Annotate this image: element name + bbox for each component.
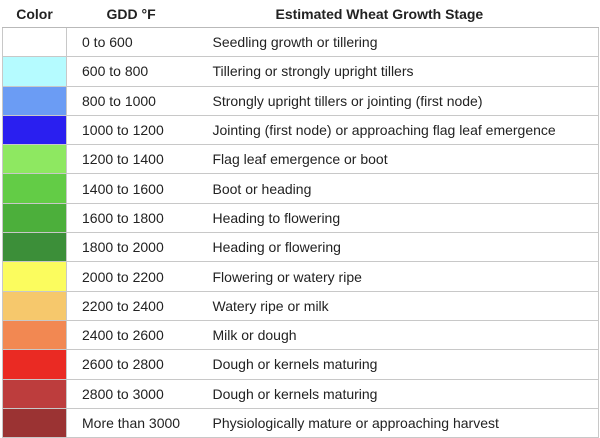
gdd-range-cell: 800 to 1000	[66, 86, 202, 116]
color-swatch	[2, 408, 67, 438]
color-swatch	[2, 232, 67, 263]
gdd-range-cell: 2400 to 2600	[66, 320, 202, 351]
growth-stage-cell: Flag leaf emergence or boot	[201, 144, 599, 175]
gdd-range-cell: 1400 to 1600	[66, 173, 202, 204]
table-row: 1000 to 1200 Jointing (first node) or app…	[2, 115, 599, 146]
gdd-range-cell: 1000 to 1200	[66, 115, 202, 146]
growth-stage-cell: Boot or heading	[201, 173, 599, 204]
table-row: 1200 to 1400 Flag leaf emergence or boot	[2, 144, 599, 175]
table-row: 2600 to 2800 Dough or kernels maturing	[2, 349, 599, 380]
header-stage: Estimated Wheat Growth Stage	[201, 0, 599, 28]
table-header: Color GDD °F Estimated Wheat Growth Stag…	[2, 0, 599, 28]
gdd-range-cell: More than 3000	[66, 408, 202, 438]
color-swatch	[2, 86, 67, 116]
color-swatch	[2, 349, 67, 380]
growth-stage-cell: Strongly upright tillers or jointing (fi…	[201, 86, 599, 116]
growth-stage-cell: Jointing (first node) or approaching fla…	[201, 115, 599, 146]
table-row: 1800 to 2000 Heading or flowering	[2, 232, 599, 263]
color-swatch	[2, 173, 67, 204]
growth-stage-cell: Dough or kernels maturing	[201, 349, 599, 380]
table-body: 0 to 600 Seedling growth or tillering 600 …	[2, 27, 599, 438]
table-row: 2200 to 2400 Watery ripe or milk	[2, 291, 599, 321]
color-swatch	[2, 261, 67, 292]
gdd-range-cell: 2200 to 2400	[66, 291, 202, 321]
growth-stage-cell: Watery ripe or milk	[201, 291, 599, 321]
table-row: 600 to 800 Tillering or strongly upright …	[2, 56, 599, 87]
growth-stage-cell: Dough or kernels maturing	[201, 379, 599, 409]
table-row: 1600 to 1800 Heading to flowering	[2, 203, 599, 234]
header-row: Color GDD °F Estimated Wheat Growth Stag…	[2, 0, 599, 28]
gdd-range-cell: 1800 to 2000	[66, 232, 202, 263]
table-row: More than 3000 Physiologically mature or …	[2, 408, 599, 438]
table-row: 0 to 600 Seedling growth or tillering	[2, 27, 599, 58]
growth-stage-cell: Heading or flowering	[201, 232, 599, 263]
growth-stage-cell: Physiologically mature or approaching ha…	[201, 408, 599, 438]
table-row: 2400 to 2600 Milk or dough	[2, 320, 599, 351]
color-swatch	[2, 144, 67, 175]
growth-stage-cell: Flowering or watery ripe	[201, 261, 599, 292]
gdd-range-cell: 2600 to 2800	[66, 349, 202, 380]
color-swatch	[2, 320, 67, 351]
growth-stage-cell: Heading to flowering	[201, 203, 599, 234]
header-color: Color	[2, 0, 67, 28]
growth-stage-cell: Tillering or strongly upright tillers	[201, 56, 599, 87]
gdd-range-cell: 600 to 800	[66, 56, 202, 87]
table-row: 800 to 1000 Strongly upright tillers or j…	[2, 86, 599, 116]
gdd-range-cell: 2000 to 2200	[66, 261, 202, 292]
gdd-range-cell: 0 to 600	[66, 27, 202, 58]
table-row: 2000 to 2200 Flowering or watery ripe	[2, 261, 599, 292]
color-swatch	[2, 115, 67, 146]
growth-stage-cell: Milk or dough	[201, 320, 599, 351]
table-row: 2800 to 3000 Dough or kernels maturing	[2, 379, 599, 409]
gdd-range-cell: 1600 to 1800	[66, 203, 202, 234]
gdd-range-cell: 2800 to 3000	[66, 379, 202, 409]
color-swatch	[2, 56, 67, 87]
color-swatch	[2, 203, 67, 234]
table-row: 1400 to 1600 Boot or heading	[2, 173, 599, 204]
growth-stage-cell: Seedling growth or tillering	[201, 27, 599, 58]
color-swatch	[2, 379, 67, 409]
color-swatch	[2, 27, 67, 58]
header-gdd: GDD °F	[66, 0, 202, 28]
gdd-range-cell: 1200 to 1400	[66, 144, 202, 175]
color-swatch	[2, 291, 67, 321]
